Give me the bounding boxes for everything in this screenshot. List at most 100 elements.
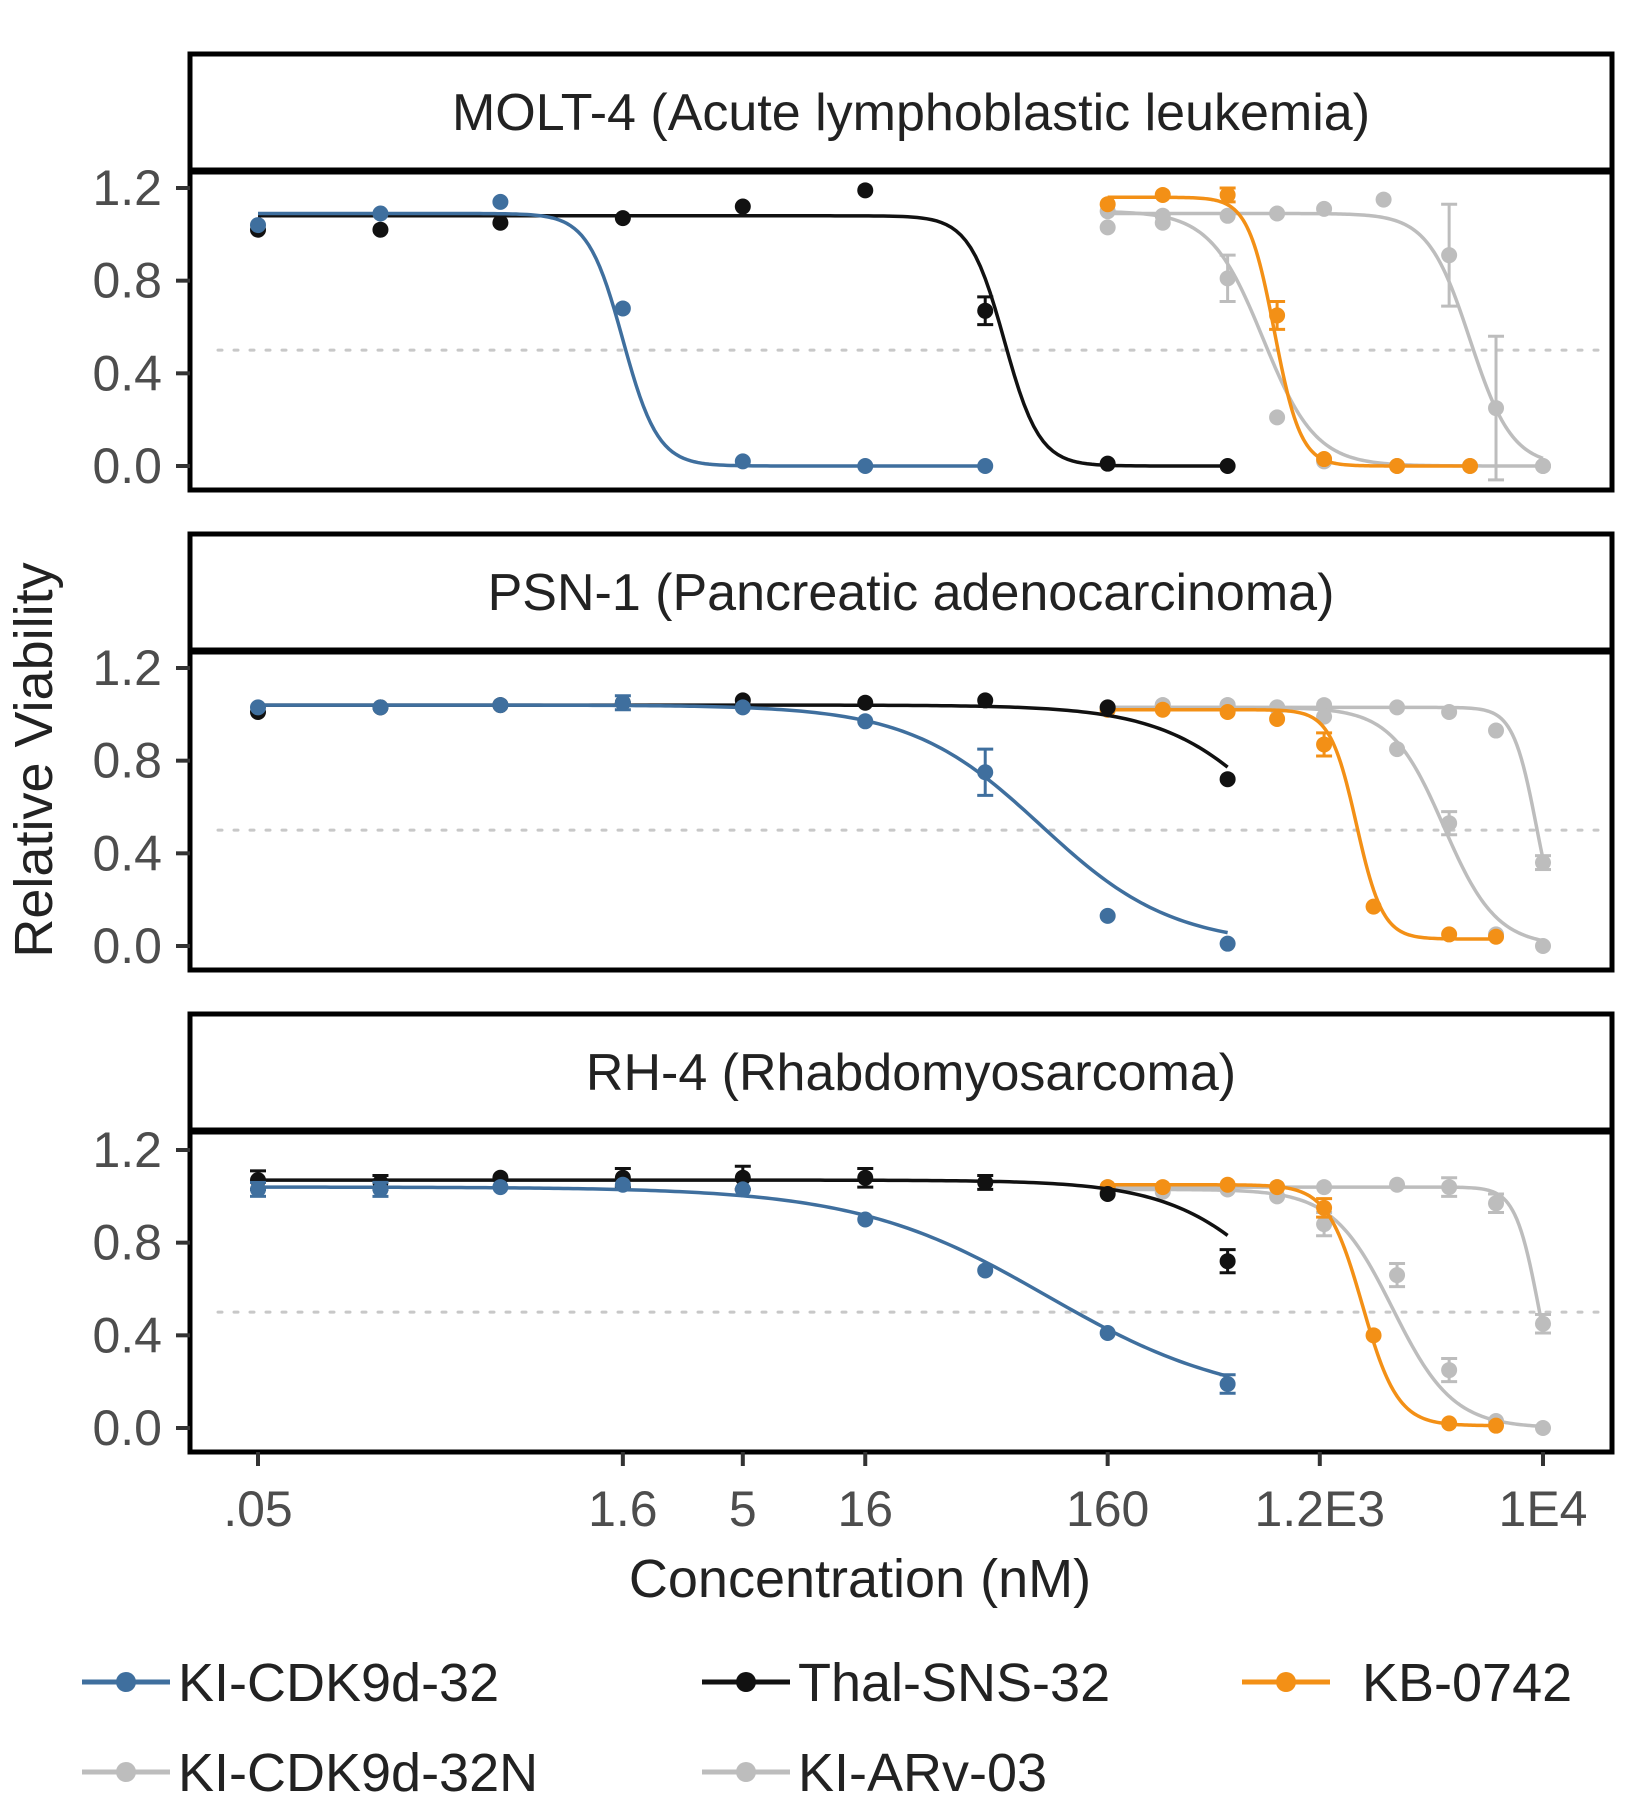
legend-key-marker [736,1672,756,1692]
data-point [1441,926,1458,943]
x-axis: .05 1.6 5 16 160 1.2E3 1E4 [223,1452,1587,1537]
data-point [1269,307,1286,324]
data-point [614,300,631,317]
data-point [1365,1327,1382,1344]
legend-label: Thal-SNS-32 [798,1653,1110,1713]
data-point [857,1169,874,1186]
data-point [1316,200,1333,217]
data-point [372,1181,389,1198]
legend-item: Thal-SNS-32 [702,1653,1110,1713]
fit-curve [1107,707,1497,941]
data-point [1389,1176,1406,1193]
data-point [1219,1176,1236,1193]
data-point [734,453,751,470]
data-point [492,697,509,714]
legend-key-marker [116,1672,136,1692]
data-point [977,692,994,709]
data-point [734,1169,751,1186]
panels: MOLT-4 (Acute lymphoblastic leukemia) 0.0… [92,51,1615,1456]
panel-title: PSN-1 (Pancreatic adenocarcinoma) [488,564,1335,622]
data-point [1535,854,1551,871]
data-point [857,1211,874,1228]
fit-curve [1107,1183,1497,1428]
data-point [1441,1179,1458,1196]
data-point [1219,1253,1236,1270]
data-point [250,217,266,234]
data-point [1219,771,1236,788]
legend-label: KI-CDK9d-32N [178,1743,538,1803]
y-tick-label: 0.8 [92,733,162,789]
data-point [1099,455,1116,472]
x-tick-label: 16 [837,1481,893,1537]
x-tick-label: 1.6 [588,1481,658,1537]
data-point [857,713,874,730]
data-point [977,458,994,474]
data-point [1389,458,1406,474]
data-point [1316,451,1333,468]
y-tick-label: 0.4 [92,825,162,881]
data-point [1389,741,1406,758]
panel-strip [187,1011,1615,1133]
data-point [1488,722,1505,739]
data-point [1462,458,1479,474]
data-point [1375,191,1392,208]
data-point [1154,214,1171,231]
data-point [977,302,994,319]
y-axis-title: Relative Viability [4,562,64,957]
series-cdk9d32 [250,193,994,474]
data-point [1441,1415,1458,1432]
data-point [1269,205,1286,222]
data-point [1316,1179,1333,1196]
data-point [1219,458,1236,474]
panel-strip [187,51,1615,173]
legend-label: KI-CDK9d-32 [178,1653,499,1713]
data-point [1316,1216,1333,1233]
legend-item: KI-ARv-03 [702,1743,1047,1803]
data-point [1365,898,1382,915]
x-tick-label: 5 [729,1481,757,1537]
legend-item: KI-CDK9d-32 [82,1653,499,1713]
data-point [1441,247,1458,264]
data-point [1389,1267,1406,1284]
legend-key-marker [736,1762,756,1782]
data-point [977,764,994,781]
data-point [1316,708,1333,725]
data-point [614,210,631,227]
data-point [492,1179,509,1196]
data-point [857,458,874,474]
data-point [250,1181,266,1198]
data-point [1316,736,1333,753]
data-point [1219,270,1236,287]
fit-curve [258,214,1228,468]
data-point [1099,196,1116,213]
data-point [1269,1179,1286,1196]
data-point [734,1181,751,1198]
data-point [372,699,389,716]
data-point [492,214,509,231]
x-tick-label: 160 [1066,1481,1149,1537]
y-tick-label: 1.2 [92,1122,162,1178]
data-point [1099,699,1116,716]
panel-1: MOLT-4 (Acute lymphoblastic leukemia) 0.0… [92,51,1615,494]
data-point [1441,704,1458,721]
data-point [1441,815,1458,832]
data-point [1269,409,1286,426]
legend: KI-CDK9d-32 Thal-SNS-32 KB-0742 KI-CDK9d-32… [82,1653,1572,1803]
data-point [1535,458,1551,474]
data-point [857,694,874,711]
data-point [977,1174,994,1191]
y-tick-label: 0.0 [92,1400,162,1456]
data-point [1316,1199,1333,1216]
data-point [1488,1417,1505,1434]
series-kb [1099,701,1505,945]
data-point [1535,1315,1551,1332]
data-point [372,205,389,222]
y-tick-label: 0.4 [92,345,162,401]
data-point [977,1262,994,1279]
data-point [1441,1362,1458,1379]
data-point [1535,1420,1551,1436]
data-point [734,198,751,215]
data-point [614,694,631,711]
data-point [250,699,266,716]
data-point [1488,400,1505,417]
